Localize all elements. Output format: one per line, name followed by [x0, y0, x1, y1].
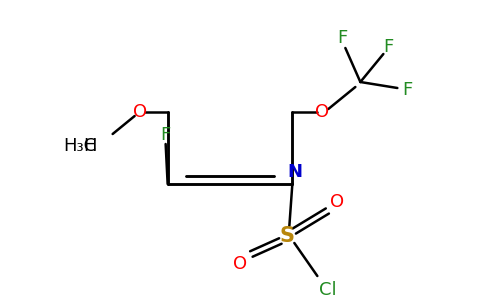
Text: S: S — [280, 226, 295, 246]
Text: F: F — [161, 126, 171, 144]
Text: O: O — [330, 193, 345, 211]
Text: F: F — [383, 38, 393, 56]
Text: O: O — [315, 103, 330, 121]
Text: O: O — [133, 103, 147, 121]
Text: Cl: Cl — [318, 281, 336, 299]
Text: F: F — [402, 81, 412, 99]
Text: N: N — [288, 163, 303, 181]
Text: H: H — [83, 137, 97, 155]
Text: F: F — [337, 29, 348, 47]
Text: H₃C: H₃C — [63, 137, 97, 155]
Text: O: O — [233, 255, 247, 273]
